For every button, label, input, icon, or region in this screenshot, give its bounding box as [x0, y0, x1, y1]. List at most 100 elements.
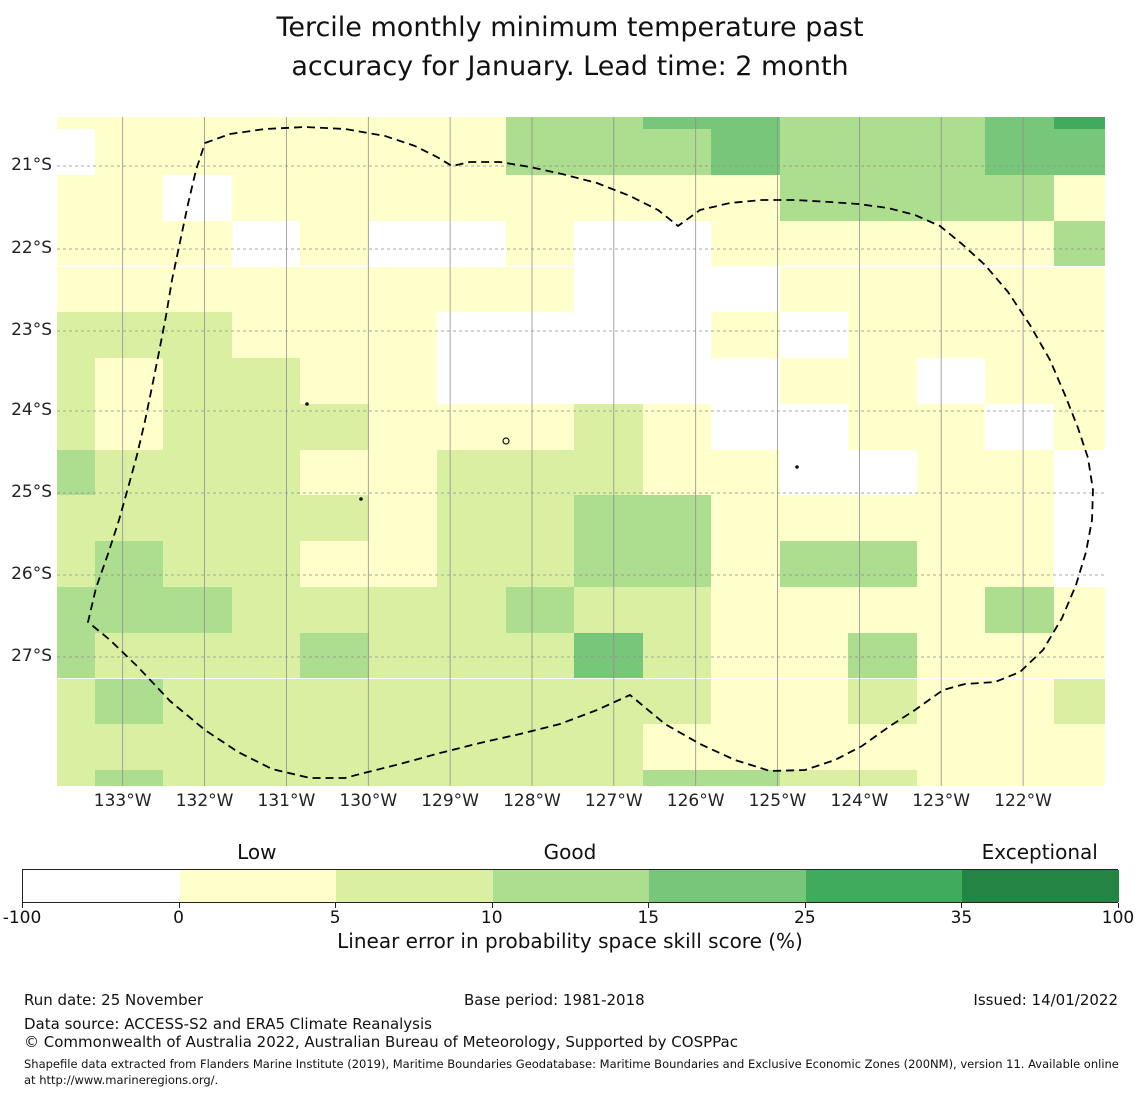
map-cell	[231, 358, 300, 404]
map-cell	[642, 117, 711, 130]
run-date: Run date: 25 November	[24, 991, 204, 1009]
map-cell	[57, 587, 95, 633]
map-cell	[505, 587, 574, 633]
map-cell	[300, 358, 369, 404]
map-cell	[1053, 358, 1105, 404]
map-cell	[300, 724, 369, 770]
colorbar-tickmark	[22, 903, 23, 908]
map-cell	[437, 678, 506, 725]
islet-mark	[502, 437, 510, 445]
map-cell	[916, 266, 985, 313]
map-cell	[985, 449, 1054, 496]
islet-mark	[305, 402, 309, 406]
map-cell	[985, 403, 1054, 450]
map-cell	[711, 403, 780, 450]
map-cell	[916, 587, 985, 633]
map-cell	[505, 678, 574, 725]
map-cell	[368, 587, 437, 633]
map-cell	[711, 678, 780, 725]
map-cell	[231, 266, 300, 313]
map-cell	[300, 495, 369, 542]
map-cell	[505, 312, 574, 358]
map-cell	[94, 587, 163, 633]
map-cell	[368, 266, 437, 313]
map-cell	[711, 266, 780, 313]
data-source: Data source: ACCESS-S2 and ERA5 Climate …	[24, 1015, 432, 1033]
map-cell	[779, 449, 848, 496]
map-cell	[57, 541, 95, 587]
map-cell	[163, 117, 232, 130]
map-cell	[57, 220, 95, 267]
lon-tick-label: 122°W	[994, 791, 1052, 811]
map-cell	[163, 541, 232, 587]
map-cell	[985, 587, 1054, 633]
map-cell	[711, 770, 780, 786]
shapefile-note: Shapefile data extracted from Flanders M…	[24, 1057, 1119, 1087]
map-cell	[574, 495, 643, 542]
map-cell	[300, 129, 369, 175]
map-cell	[779, 495, 848, 542]
map-cell	[163, 358, 232, 404]
colorbar-segment	[179, 870, 337, 902]
map-cell	[94, 678, 163, 725]
colorbar-region-label: Low	[237, 840, 277, 864]
map-cell	[779, 175, 848, 221]
map-cell	[368, 358, 437, 404]
map-cell	[57, 632, 95, 679]
map-cell	[848, 770, 917, 786]
map-cell	[642, 587, 711, 633]
map-cell	[711, 449, 780, 496]
map-cell	[437, 587, 506, 633]
map-cell	[300, 266, 369, 313]
map-cell	[505, 175, 574, 221]
map-cell	[916, 770, 985, 786]
map-cell	[916, 449, 985, 496]
lon-tick-label: 131°W	[257, 791, 316, 811]
map-cell	[642, 632, 711, 679]
map-cell	[916, 129, 985, 175]
colorbar-tick-label: -100	[2, 908, 42, 928]
map-cell	[163, 312, 232, 358]
colorbar-region-label: Good	[543, 840, 597, 864]
lat-tick-label: 25°S	[11, 482, 52, 502]
map-cell	[368, 678, 437, 725]
map-cell	[779, 678, 848, 725]
lat-tick-label: 24°S	[11, 400, 52, 420]
map-cell	[779, 358, 848, 404]
map-cell	[916, 358, 985, 404]
map-cell	[779, 220, 848, 267]
map-cell	[437, 541, 506, 587]
copyright: © Commonwealth of Australia 2022, Austra…	[24, 1033, 738, 1051]
map-cell	[231, 403, 300, 450]
lon-tick-label: 128°W	[503, 791, 561, 811]
map-cell	[1053, 541, 1105, 587]
map-cell	[437, 175, 506, 221]
islet-mark	[359, 497, 363, 501]
map-cell	[368, 117, 437, 130]
map-cell	[779, 724, 848, 770]
lon-tick-label: 132°W	[175, 791, 234, 811]
map-cell	[711, 175, 780, 221]
map-cell	[57, 449, 95, 496]
map-cell	[300, 632, 369, 679]
map-cell	[300, 117, 369, 130]
colorbar-segment	[492, 870, 650, 902]
map-cell	[231, 117, 300, 130]
map-cell	[437, 403, 506, 450]
map-cell	[642, 312, 711, 358]
map-cell	[300, 220, 369, 267]
map-cell	[916, 117, 985, 130]
map-cell	[985, 495, 1054, 542]
colorbar-tickmark	[335, 903, 337, 908]
lon-tick-label: 133°W	[93, 791, 152, 811]
lat-tick-label: 22°S	[11, 238, 52, 258]
map-cell	[163, 266, 232, 313]
map-cell	[574, 632, 643, 679]
map-cell	[437, 117, 506, 130]
map-cell	[57, 266, 95, 313]
map-cell	[1053, 129, 1105, 175]
map-cell	[505, 117, 574, 130]
colorbar-segment	[962, 870, 1120, 902]
colorbar-tickmark	[178, 903, 180, 908]
map-cell	[916, 403, 985, 450]
